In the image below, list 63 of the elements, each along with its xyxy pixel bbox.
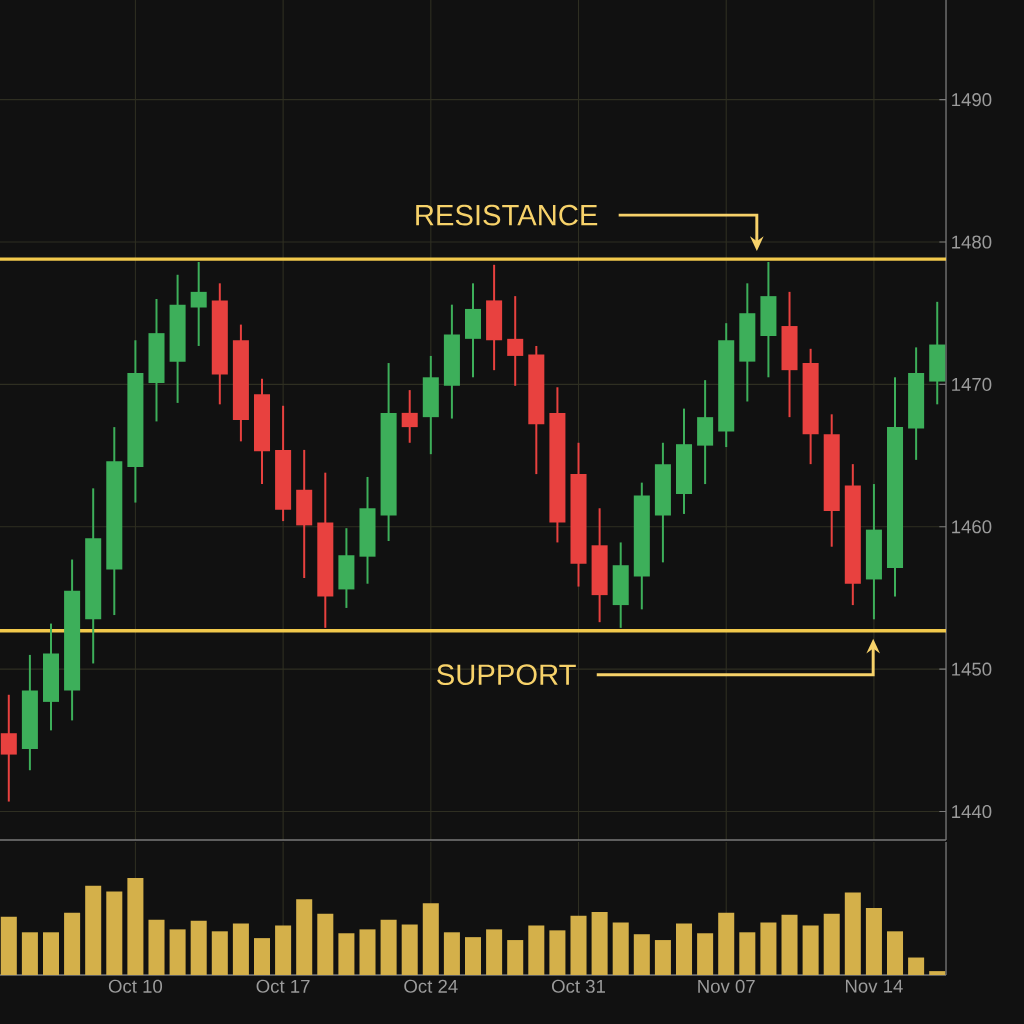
bar bbox=[486, 929, 503, 975]
bar bbox=[464, 937, 482, 975]
candlestick bbox=[190, 260, 207, 347]
bar bbox=[443, 932, 460, 975]
bar bbox=[887, 931, 904, 975]
x-tick-label: Nov 14 bbox=[845, 979, 903, 993]
bar bbox=[718, 912, 735, 975]
y-tick-label: 1450 bbox=[952, 662, 992, 676]
bar bbox=[739, 932, 756, 975]
x-tick-label: Nov 07 bbox=[698, 979, 755, 993]
bar bbox=[633, 934, 650, 975]
bar bbox=[844, 892, 861, 975]
bar bbox=[0, 916, 17, 975]
x-tick-label: Oct 10 bbox=[108, 979, 163, 993]
bar bbox=[908, 957, 925, 975]
bar bbox=[760, 922, 777, 975]
x-tick-label: Oct 17 bbox=[256, 979, 310, 993]
bar bbox=[570, 915, 587, 975]
bar bbox=[127, 877, 144, 975]
bar bbox=[317, 913, 334, 975]
candlestick bbox=[401, 389, 418, 444]
y-tick-label: 1480 bbox=[952, 235, 992, 249]
bar bbox=[296, 899, 313, 975]
bar bbox=[380, 919, 397, 975]
bar bbox=[401, 924, 418, 975]
bar bbox=[148, 919, 165, 975]
bar bbox=[781, 914, 798, 975]
ref-line-label: SUPPORT bbox=[437, 664, 576, 686]
bar bbox=[275, 925, 292, 975]
bar bbox=[232, 923, 249, 975]
bar bbox=[106, 891, 123, 975]
bar bbox=[64, 912, 81, 975]
bar bbox=[42, 932, 60, 975]
bar bbox=[929, 971, 946, 975]
bar bbox=[697, 933, 714, 975]
bar bbox=[654, 940, 671, 975]
bar bbox=[549, 930, 566, 975]
bar bbox=[528, 925, 545, 975]
bar bbox=[422, 903, 439, 975]
bar bbox=[823, 913, 840, 975]
bar bbox=[865, 908, 882, 975]
candlestick bbox=[507, 295, 524, 387]
y-tick-label: 1460 bbox=[952, 520, 992, 534]
bar bbox=[507, 940, 524, 975]
bar bbox=[338, 933, 355, 975]
bar bbox=[190, 920, 207, 975]
y-tick-label: 1440 bbox=[952, 804, 992, 819]
bar bbox=[85, 885, 102, 975]
bar bbox=[169, 929, 186, 975]
x-tick-label: Oct 31 bbox=[551, 979, 605, 993]
ref-line-label: RESISTANCE bbox=[416, 204, 598, 226]
bar bbox=[359, 929, 376, 975]
bar bbox=[211, 931, 228, 975]
y-tick-label: 1490 bbox=[952, 93, 992, 107]
bar bbox=[591, 911, 608, 975]
bar bbox=[612, 922, 629, 975]
bar bbox=[676, 923, 693, 975]
y-tick-label: 1470 bbox=[952, 377, 992, 391]
x-tick-label: Oct 24 bbox=[404, 979, 458, 993]
bar bbox=[802, 925, 819, 975]
candlestick bbox=[0, 693, 17, 803]
bar bbox=[21, 932, 38, 975]
bar bbox=[253, 938, 271, 975]
